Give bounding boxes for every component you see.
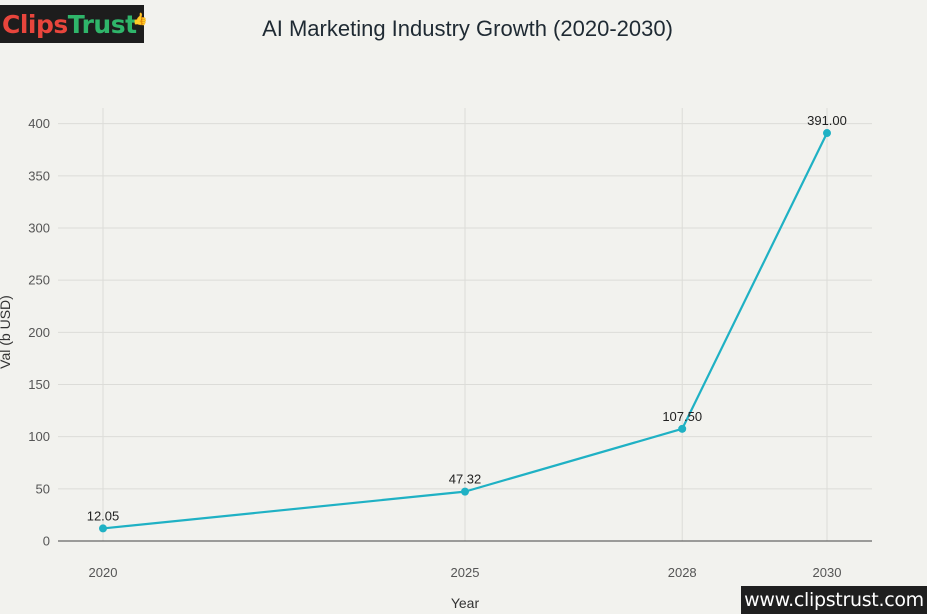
y-tick-label: 50 (36, 481, 50, 496)
x-tick-label: 2030 (813, 565, 842, 580)
y-tick-label: 100 (28, 429, 50, 444)
data-point (461, 487, 469, 496)
data-point (823, 129, 831, 138)
x-tick-label: 2025 (451, 565, 480, 580)
y-tick-label: 300 (28, 220, 50, 235)
thumbs-up-icon: 👍 (132, 12, 148, 26)
logo-text-clips: Clips (2, 9, 68, 39)
chart-title: AI Marketing Industry Growth (2020-2030) (262, 16, 673, 41)
data-label: 107.50 (662, 409, 702, 424)
data-point (99, 524, 107, 533)
y-tick-label: 250 (28, 273, 50, 288)
y-tick-label: 150 (28, 377, 50, 392)
logo-text-trust: Trust (67, 9, 137, 39)
y-axis-label: Val (b USD) (0, 295, 13, 369)
x-tick-label: 2028 (668, 565, 697, 580)
y-tick-label: 0 (43, 534, 50, 549)
y-tick-label: 350 (28, 168, 50, 183)
data-label: 391.00 (807, 113, 847, 128)
y-tick-label: 200 (28, 325, 50, 340)
watermark: www.clipstrust.com (741, 586, 927, 614)
data-label: 12.05 (87, 508, 120, 523)
clipstrust-logo: Clips Trust 👍 (0, 5, 148, 43)
x-axis-label: Year (451, 595, 480, 611)
series-line (102, 132, 828, 530)
x-tick-label: 2020 (89, 565, 118, 580)
data-label: 47.32 (449, 472, 482, 487)
y-tick-label: 400 (28, 116, 50, 131)
data-point (678, 424, 687, 433)
